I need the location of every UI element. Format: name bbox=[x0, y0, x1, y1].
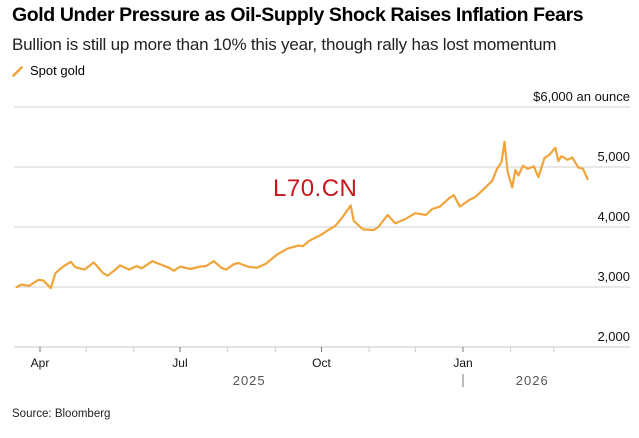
source-note: Source: Bloomberg bbox=[12, 408, 111, 420]
x-tick-label: Jul bbox=[172, 356, 187, 370]
series-line-spot-gold bbox=[15, 140, 589, 290]
diagonal-line-icon bbox=[12, 65, 23, 77]
y-tick-label: 2,000 bbox=[597, 329, 630, 344]
y-tick-label: 5,000 bbox=[597, 149, 630, 164]
chart-title: Gold Under Pressure as Oil-Supply Shock … bbox=[12, 4, 584, 26]
x-tick-label: Oct bbox=[312, 356, 331, 370]
y-tick-label: 4,000 bbox=[597, 209, 630, 224]
y-tick-label: 3,000 bbox=[597, 269, 630, 284]
y-tick-label: $6,000 an ounce bbox=[533, 89, 630, 104]
legend: Spot gold bbox=[12, 63, 85, 78]
x-year-label: 2025 bbox=[233, 373, 266, 388]
legend-label: Spot gold bbox=[30, 63, 85, 78]
chart-subtitle: Bullion is still up more than 10% this y… bbox=[12, 35, 557, 54]
x-year-label: 2026 bbox=[516, 373, 549, 388]
x-tick-label: Apr bbox=[31, 356, 50, 370]
watermark: L70.CN bbox=[273, 175, 358, 202]
x-tick-label: Jan bbox=[453, 356, 472, 370]
